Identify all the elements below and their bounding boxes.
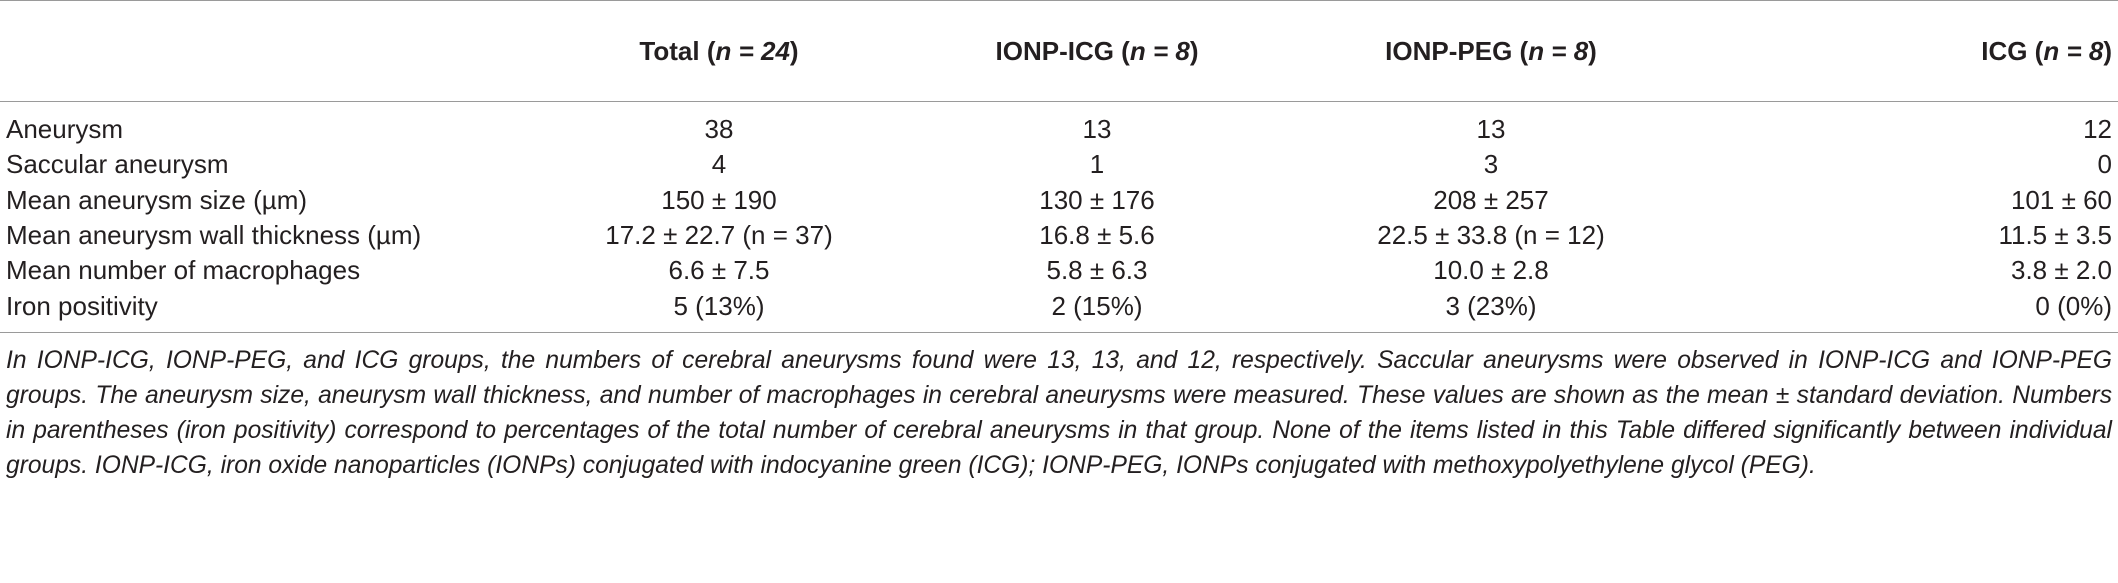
- cell-ionp-icg: 16.8 ± 5.6: [1039, 220, 1155, 251]
- header-cell-icg: ICG (n = 8): [1981, 35, 2112, 66]
- header-row: Total (n = 24) IONP-ICG (n = 8) IONP-PEG…: [0, 0, 2118, 102]
- header-cell-total: Total (n = 24): [639, 35, 799, 66]
- cell-icg: 101 ± 60: [2010, 184, 2112, 215]
- table-row-aneurysm: Aneurysm 38 13 13 12: [0, 102, 2118, 148]
- table-footnote: In IONP-ICG, IONP-PEG, and ICG groups, t…: [6, 347, 2112, 479]
- header-total-label: Total: [639, 35, 700, 66]
- cell-icg: 12: [2083, 114, 2112, 145]
- cell-total: 5 (13%): [673, 290, 765, 321]
- cell-total: 4: [711, 149, 727, 180]
- header-cell-label: [0, 1, 536, 102]
- row-label: Mean number of macrophages: [6, 255, 361, 286]
- cell-icg: 3.8 ± 2.0: [2010, 255, 2112, 286]
- row-label: Iron positivity: [6, 290, 158, 321]
- cell-icg: 11.5 ± 3.5: [1998, 220, 2112, 251]
- table-row-saccular-aneurysm: Saccular aneurysm 4 1 3 0: [0, 147, 2118, 182]
- table-row-macrophages: Mean number of macrophages 6.6 ± 7.5 5.8…: [0, 253, 2118, 288]
- row-label: Mean aneurysm wall thickness (µm): [6, 220, 422, 251]
- table-row-mean-size: Mean aneurysm size (µm) 150 ± 190 130 ± …: [0, 183, 2118, 218]
- header-cell-ionp-peg: IONP-PEG (n = 8): [1385, 35, 1597, 66]
- cell-total: 150 ± 190: [661, 184, 777, 215]
- table-row-mean-wall-thickness: Mean aneurysm wall thickness (µm) 17.2 ±…: [0, 218, 2118, 253]
- header-ionp-icg-n: n = 8: [1129, 35, 1190, 66]
- header-ionp-peg-label: IONP-PEG: [1385, 35, 1513, 66]
- row-label: Saccular aneurysm: [6, 149, 229, 180]
- header-cell-ionp-icg: IONP-ICG (n = 8): [995, 35, 1199, 66]
- cell-ionp-icg: 130 ± 176: [1039, 184, 1155, 215]
- cell-total: 38: [704, 114, 734, 145]
- header-icg-label: ICG: [1981, 35, 2028, 66]
- cell-ionp-icg: 2 (15%): [1051, 290, 1143, 321]
- header-icg-n: n = 8: [2043, 35, 2104, 66]
- cell-ionp-icg: 1: [1089, 149, 1105, 180]
- header-total-n: n = 24: [715, 35, 790, 66]
- cell-ionp-peg: 13: [1476, 114, 1506, 145]
- cell-ionp-peg: 3 (23%): [1445, 290, 1537, 321]
- cell-icg: 0 (0%): [2035, 290, 2112, 321]
- cell-ionp-peg: 208 ± 257: [1433, 184, 1549, 215]
- cell-ionp-icg: 5.8 ± 6.3: [1046, 255, 1148, 286]
- cell-ionp-peg: 10.0 ± 2.8: [1433, 255, 1549, 286]
- table-row-iron-positivity: Iron positivity 5 (13%) 2 (15%) 3 (23%) …: [0, 288, 2118, 332]
- cell-ionp-peg: 3: [1483, 149, 1499, 180]
- row-label: Aneurysm: [6, 114, 124, 145]
- header-ionp-icg-label: IONP-ICG: [995, 35, 1114, 66]
- cell-total: 17.2 ± 22.7 (n = 37): [605, 220, 833, 251]
- data-table: Total (n = 24) IONP-ICG (n = 8) IONP-PEG…: [0, 0, 2118, 333]
- header-ionp-peg-n: n = 8: [1528, 35, 1589, 66]
- cell-ionp-peg: 22.5 ± 33.8 (n = 12): [1377, 220, 1605, 251]
- cell-total: 6.6 ± 7.5: [668, 255, 770, 286]
- cell-icg: 0: [2097, 149, 2112, 180]
- row-label: Mean aneurysm size (µm): [6, 184, 308, 215]
- cell-ionp-icg: 13: [1082, 114, 1112, 145]
